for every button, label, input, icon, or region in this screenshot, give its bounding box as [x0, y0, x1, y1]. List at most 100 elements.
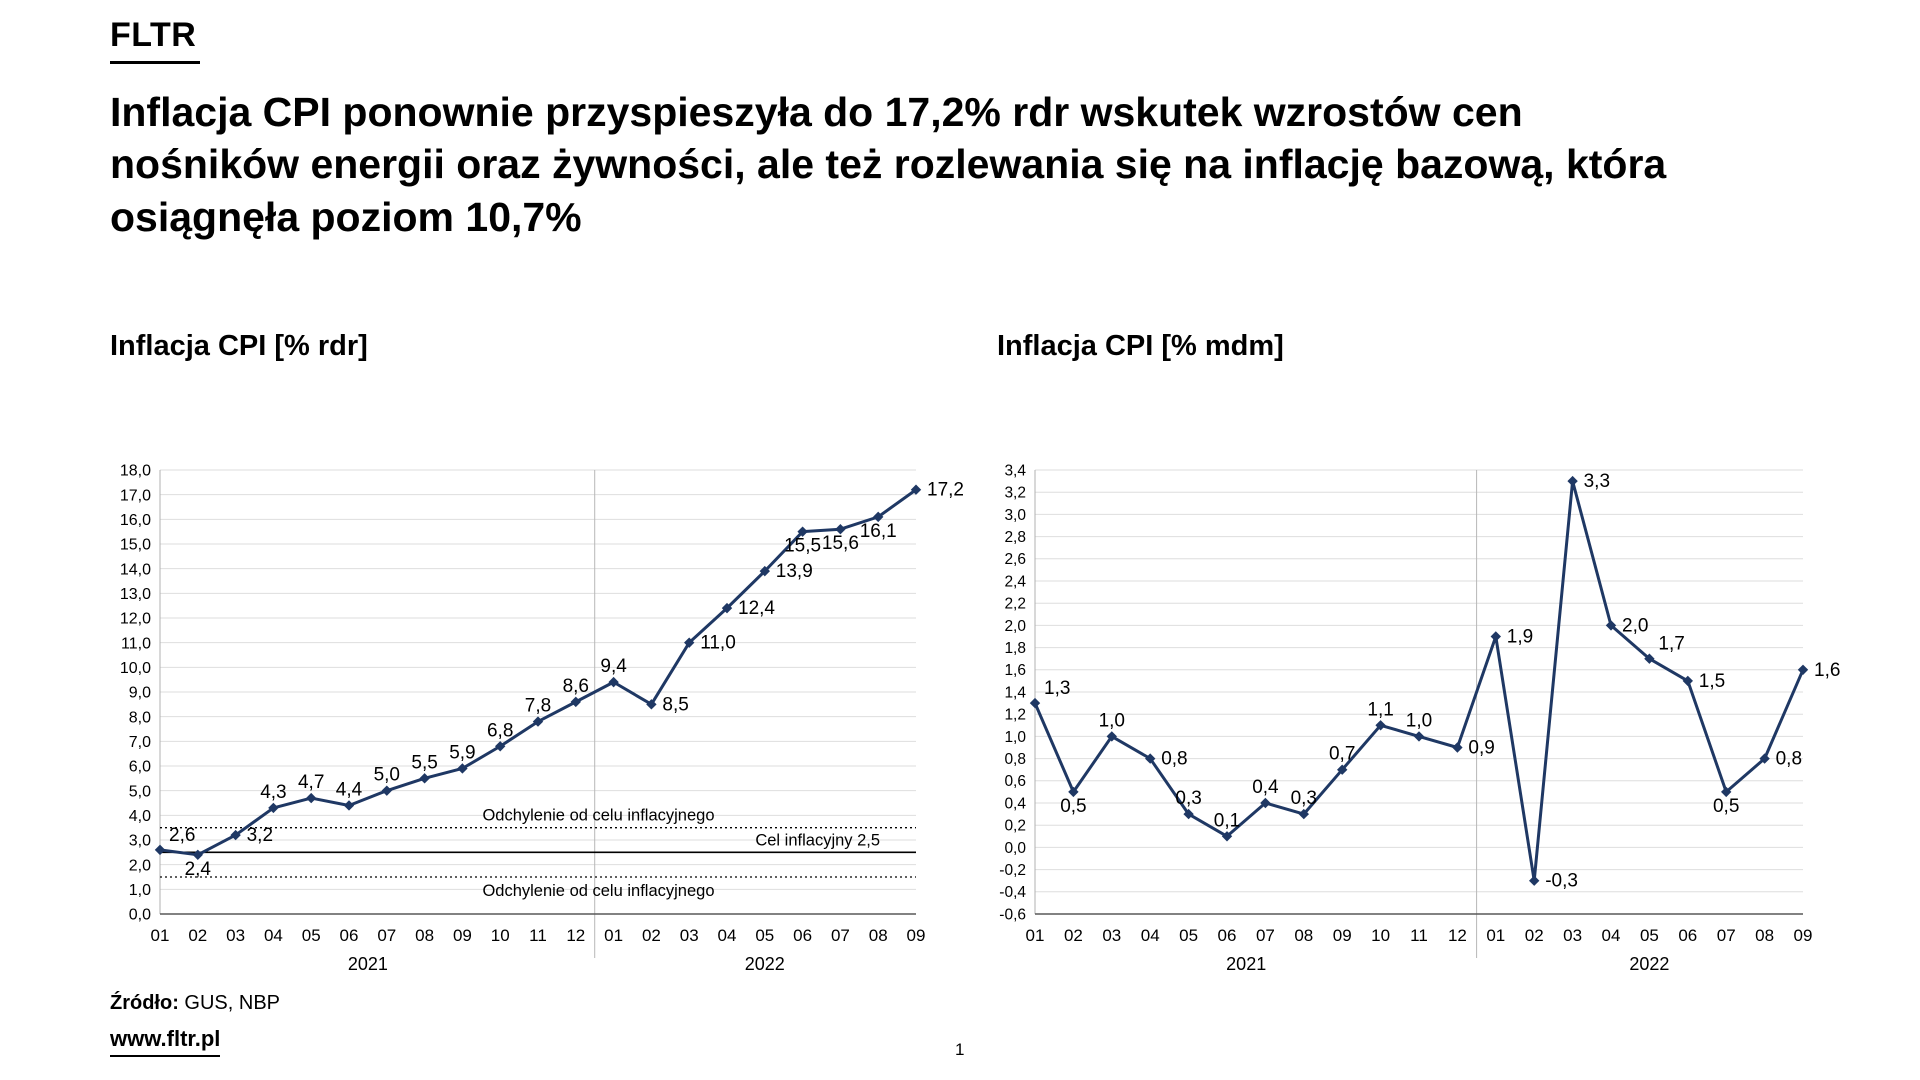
data-point-marker: [759, 565, 770, 577]
data-point-marker: [1490, 631, 1501, 642]
data-point-marker: [419, 773, 430, 784]
y-tick-label: 3,4: [1004, 462, 1026, 479]
data-point-marker: [873, 511, 884, 523]
y-tick-label: 2,0: [129, 857, 151, 874]
y-tick-label: 11,0: [121, 635, 151, 652]
data-point-label: 1,1: [1367, 699, 1393, 720]
y-tick-label: 0,2: [1004, 818, 1026, 835]
y-tick-label: 18,0: [120, 463, 151, 480]
x-tick-label: 02: [1064, 926, 1083, 945]
y-tick-label: 9,0: [129, 685, 151, 702]
data-point-marker: [154, 844, 166, 856]
data-point-marker: [1759, 753, 1770, 764]
y-tick-label: 2,2: [1004, 596, 1026, 613]
data-point-label: 4,7: [298, 772, 324, 793]
y-tick-label: 10,0: [120, 660, 151, 677]
data-point-label: 0,7: [1329, 744, 1355, 765]
data-point-label: 15,5: [784, 536, 821, 557]
x-tick-label: 07: [1256, 926, 1275, 945]
data-point-marker: [684, 637, 695, 648]
cpi-yoy-chart: 0,01,02,03,04,05,06,07,08,09,010,011,012…: [120, 463, 964, 974]
y-tick-label: 0,0: [129, 907, 151, 924]
x-tick-label: 03: [680, 926, 699, 945]
data-point-marker: [1605, 620, 1617, 631]
y-tick-label: 2,0: [1004, 618, 1026, 635]
data-point-label: 16,1: [860, 521, 897, 542]
reference-line-label: Odchylenie od celu inflacyjnego: [482, 882, 714, 900]
x-tick-label: 03: [1563, 926, 1582, 945]
x-tick-label: 09: [453, 926, 472, 945]
y-tick-label: 1,8: [1004, 640, 1026, 657]
website-link[interactable]: www.fltr.pl: [110, 1026, 221, 1057]
data-point-label: 5,0: [374, 765, 400, 786]
y-tick-label: 14,0: [120, 561, 151, 578]
x-tick-label: 04: [264, 926, 283, 945]
data-point-label: 0,4: [1252, 777, 1279, 798]
x-tick-label: 12: [566, 926, 585, 945]
cpi-yoy-chart-title: Inflacja CPI [% rdr]: [110, 330, 368, 362]
data-point-label: 0,3: [1291, 788, 1317, 809]
x-tick-label: 10: [491, 926, 510, 945]
data-point-marker: [1682, 675, 1693, 687]
x-tick-label: 06: [340, 926, 359, 945]
y-tick-label: 13,0: [120, 586, 151, 603]
data-point-label: 17,2: [927, 480, 964, 501]
data-point-label: 0,8: [1161, 749, 1187, 770]
y-tick-label: 4,0: [129, 808, 151, 825]
data-point-label: 0,8: [1776, 749, 1802, 770]
data-point-label: 9,4: [600, 656, 627, 677]
data-point-marker: [1529, 875, 1540, 886]
data-point-label: 12,4: [738, 598, 775, 619]
data-point-marker: [1452, 742, 1463, 753]
x-tick-label: 07: [377, 926, 396, 945]
x-tick-label: 06: [793, 926, 812, 945]
x-tick-label: 05: [1640, 926, 1659, 945]
x-tick-label: 03: [226, 926, 245, 945]
x-tick-label: 05: [755, 926, 774, 945]
year-label: 2021: [348, 954, 388, 974]
y-tick-label: -0,2: [999, 862, 1026, 879]
data-point-label: 5,9: [449, 742, 475, 763]
source-line: Źródło: GUS, NBP: [110, 992, 280, 1015]
x-tick-label: 03: [1102, 926, 1121, 945]
y-tick-label: 2,4: [1004, 573, 1026, 590]
x-tick-label: 06: [1218, 926, 1237, 945]
data-point-label: 6,8: [487, 720, 513, 741]
x-tick-label: 01: [1486, 926, 1505, 945]
data-point-label: 1,3: [1044, 678, 1070, 699]
x-tick-label: 04: [718, 926, 737, 945]
data-point-label: 0,9: [1468, 738, 1494, 759]
data-point-marker: [1721, 786, 1732, 798]
data-point-marker: [306, 792, 317, 804]
data-point-label: 1,9: [1507, 627, 1533, 648]
y-tick-label: 3,2: [1004, 485, 1026, 502]
x-tick-label: 10: [1371, 926, 1390, 945]
y-tick-label: 0,8: [1004, 751, 1026, 768]
data-point-label: 4,4: [336, 779, 363, 800]
y-tick-label: 5,0: [129, 783, 151, 800]
x-tick-label: 01: [151, 926, 170, 945]
data-point-label: 0,5: [1713, 796, 1739, 817]
data-point-label: 1,0: [1099, 710, 1125, 731]
x-tick-label: 02: [642, 926, 661, 945]
y-tick-label: 1,0: [1004, 729, 1026, 746]
y-tick-label: 8,0: [129, 709, 151, 726]
x-tick-label: 01: [1026, 926, 1045, 945]
y-tick-label: 0,4: [1004, 795, 1026, 812]
reference-line-label: Cel inflacyjny 2,5: [755, 831, 880, 849]
x-tick-label: 05: [302, 926, 321, 945]
data-point-label: 5,5: [411, 752, 437, 773]
x-tick-label: 05: [1179, 926, 1198, 945]
data-point-marker: [532, 716, 544, 727]
y-tick-label: 12,0: [120, 611, 151, 628]
data-point-label: 2,0: [1622, 615, 1648, 636]
data-point-label: 8,6: [563, 676, 589, 697]
y-tick-label: 1,0: [129, 882, 151, 899]
x-tick-label: 04: [1602, 926, 1621, 945]
data-point-label: 1,5: [1699, 671, 1725, 692]
data-point-marker: [457, 763, 468, 774]
data-point-marker: [268, 802, 279, 814]
y-tick-label: 1,2: [1004, 707, 1026, 724]
data-point-marker: [343, 800, 355, 811]
x-tick-label: 09: [1333, 926, 1352, 945]
